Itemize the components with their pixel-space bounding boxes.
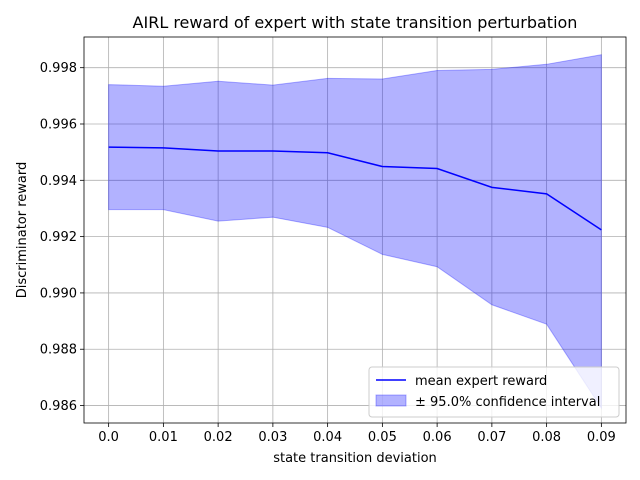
- y-tick-label: 0.998: [40, 61, 77, 76]
- x-axis-ticks: 0.0 0.01 0.02 0.03 0.04 0.05 0.06 0.07 0.08 0.09: [98, 423, 616, 445]
- y-tick-label: 0.996: [40, 117, 77, 132]
- x-tick-label: 0.01: [149, 430, 178, 445]
- x-axis-label: state transition deviation: [273, 451, 437, 466]
- y-tick-label: 0.992: [40, 230, 77, 245]
- x-tick-label: 0.02: [204, 430, 233, 445]
- y-tick-label: 0.994: [40, 174, 77, 189]
- x-tick-label: 0.06: [423, 430, 452, 445]
- chart-title: AIRL reward of expert with state transit…: [133, 13, 578, 32]
- x-tick-label: 0.0: [98, 430, 119, 445]
- x-tick-label: 0.05: [368, 430, 397, 445]
- y-tick-label: 0.988: [40, 343, 77, 358]
- legend-band-label: ± 95.0% confidence interval: [415, 395, 600, 410]
- y-axis-label: Discriminator reward: [15, 162, 30, 299]
- legend: mean expert reward ± 95.0% confidence in…: [368, 366, 620, 418]
- plot-frame: [83, 36, 627, 424]
- x-tick-label: 0.03: [258, 430, 287, 445]
- mean-expert-reward-line: [108, 146, 602, 231]
- y-tick-label: 0.990: [40, 286, 77, 301]
- x-tick-label: 0.07: [477, 430, 506, 445]
- legend-box: [368, 366, 620, 418]
- y-tick-label: 0.986: [40, 399, 77, 414]
- mean-line-layer: [108, 146, 602, 231]
- legend-band-swatch: [375, 394, 407, 407]
- legend-mean-label: mean expert reward: [415, 374, 547, 389]
- x-tick-label: 0.04: [313, 430, 342, 445]
- x-tick-label: 0.09: [587, 430, 616, 445]
- x-tick-label: 0.08: [532, 430, 561, 445]
- y-axis-ticks: 0.986 0.988 0.990 0.992 0.994 0.996 0.998: [40, 61, 84, 414]
